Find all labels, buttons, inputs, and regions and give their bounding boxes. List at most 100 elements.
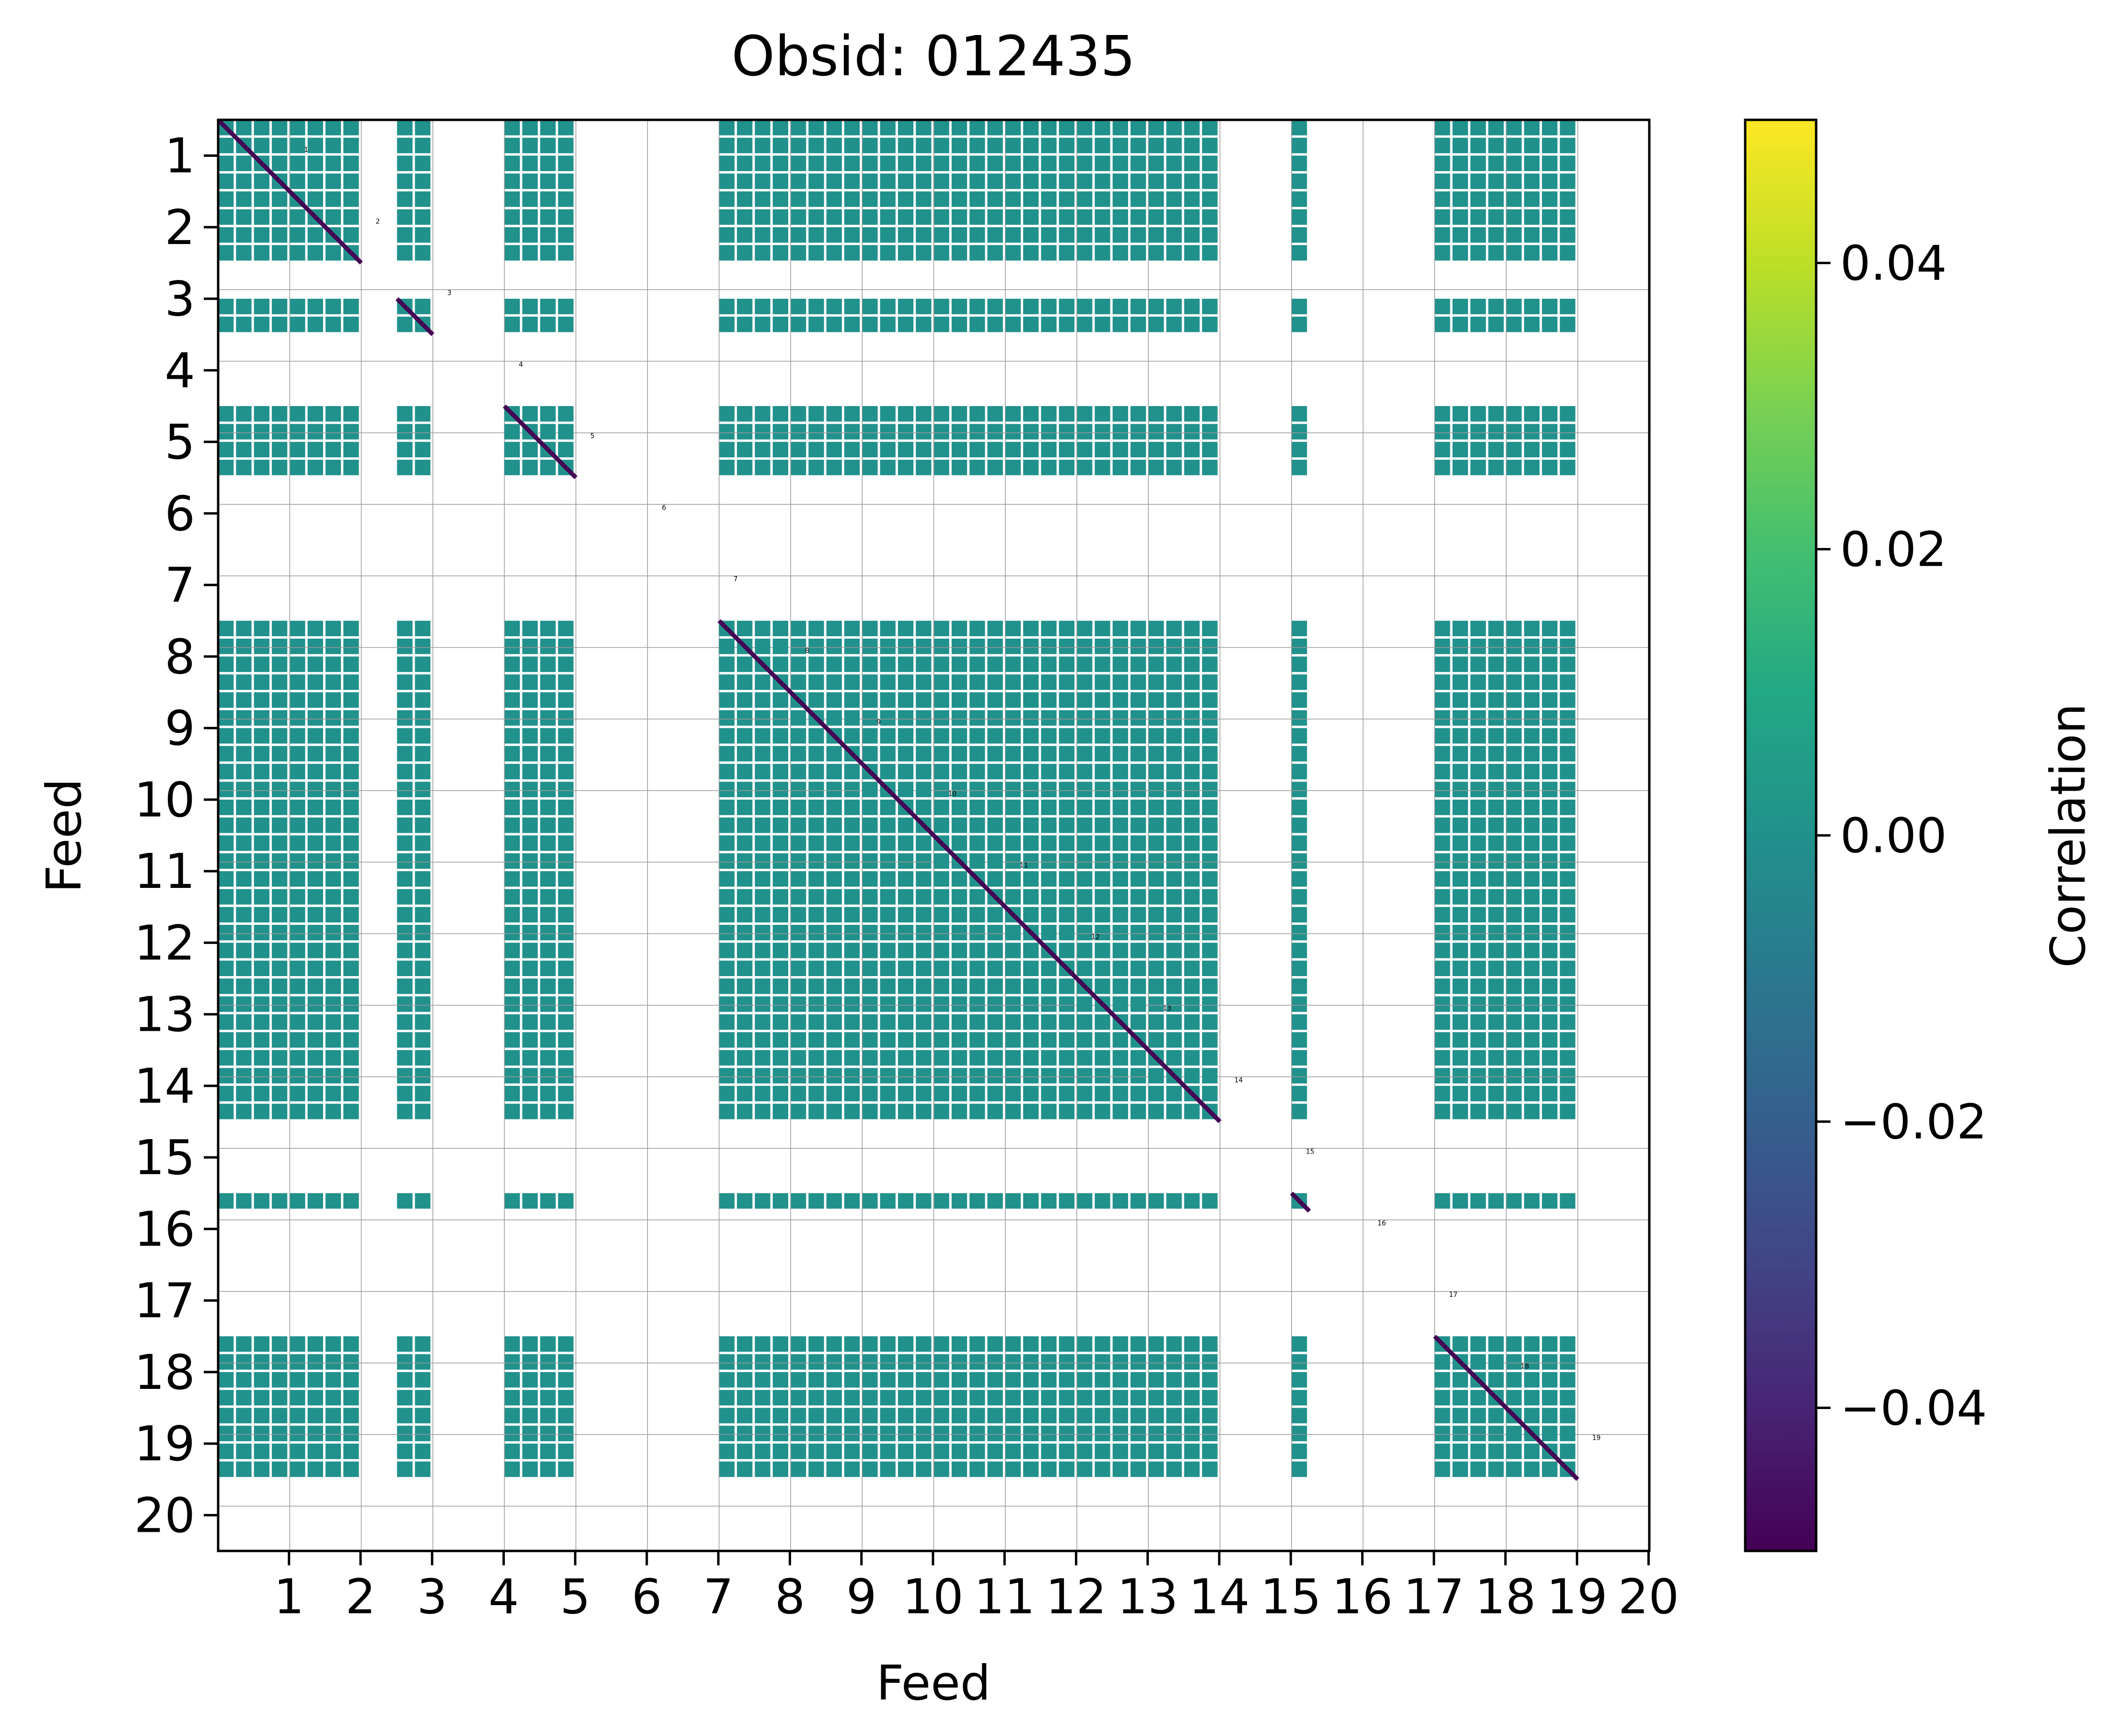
heatmap-cell xyxy=(1166,227,1182,243)
heatmap-cell xyxy=(1184,1014,1200,1030)
heatmap-cell xyxy=(951,1425,968,1442)
heatmap-cell xyxy=(1130,639,1146,654)
heatmap-cell xyxy=(844,1104,860,1119)
heatmap-cell xyxy=(397,925,413,941)
colorbar-tick-label: −0.04 xyxy=(1840,1380,1987,1436)
heatmap-cell xyxy=(1435,746,1450,762)
heatmap-cell xyxy=(343,835,359,851)
heatmap-cell xyxy=(1005,674,1021,690)
heatmap-cell xyxy=(719,1444,735,1459)
diagonal-block xyxy=(236,155,252,171)
diagonal-block xyxy=(1077,1014,1093,1030)
heatmap-cell xyxy=(898,925,914,941)
heatmap-cell xyxy=(916,889,932,905)
heatmap-cell xyxy=(862,996,878,1012)
heatmap-cell xyxy=(1452,191,1468,207)
heatmap-cell xyxy=(791,173,806,189)
heatmap-cell xyxy=(719,871,735,887)
heatmap-cell xyxy=(969,1014,985,1030)
heatmap-cell xyxy=(933,1461,949,1477)
diagonal-block xyxy=(1112,979,1128,994)
heatmap-cell xyxy=(1041,245,1057,261)
heatmap-cell xyxy=(969,1461,985,1477)
heatmap-cell xyxy=(755,1193,770,1209)
heatmap-cell xyxy=(343,674,359,690)
heatmap-cell xyxy=(755,1014,770,1030)
heatmap-cell xyxy=(1506,191,1522,207)
heatmap-cell xyxy=(1077,155,1093,171)
heatmap-cell xyxy=(1435,155,1450,171)
heatmap-cell xyxy=(772,1336,788,1352)
heatmap-cell xyxy=(1023,639,1039,654)
heatmap-cell xyxy=(254,1444,269,1459)
heatmap-cell xyxy=(1452,764,1468,780)
heatmap-cell xyxy=(1077,1461,1093,1477)
heatmap-cell xyxy=(1059,889,1074,905)
heatmap-cell xyxy=(397,1354,413,1370)
heatmap-cell xyxy=(1077,1068,1093,1084)
heatmap-cell xyxy=(1488,1193,1504,1209)
heatmap-cell xyxy=(1005,138,1021,153)
heatmap-cell xyxy=(1542,728,1558,744)
heatmap-cell xyxy=(791,960,806,976)
heatmap-cell xyxy=(1470,191,1486,207)
diagonal-block xyxy=(218,155,234,171)
heatmap-cell xyxy=(504,674,520,690)
heatmap-cell xyxy=(1077,1104,1093,1119)
heatmap-cell xyxy=(1291,227,1307,243)
heatmap-cell xyxy=(1059,817,1074,833)
heatmap-cell xyxy=(772,817,788,833)
heatmap-cell xyxy=(951,728,968,744)
heatmap-cell xyxy=(933,1390,949,1406)
heatmap-cell xyxy=(1005,191,1021,207)
feed-annotation: 10 xyxy=(948,790,957,798)
heatmap-cell xyxy=(1148,996,1164,1012)
heatmap-cell xyxy=(826,835,842,851)
heatmap-cell xyxy=(1059,728,1074,744)
heatmap-cell xyxy=(1524,979,1540,994)
heatmap-cell xyxy=(916,138,932,153)
diagonal-block xyxy=(1470,1336,1486,1352)
heatmap-cell xyxy=(1148,1354,1164,1370)
heatmap-cell xyxy=(791,674,806,690)
feed-annotation: 19 xyxy=(1592,1434,1601,1442)
heatmap-cell xyxy=(1184,1193,1200,1209)
heatmap-cell xyxy=(933,781,949,797)
heatmap-cell xyxy=(791,459,806,476)
heatmap-cell xyxy=(862,138,878,153)
heatmap-cell xyxy=(290,1444,305,1459)
diagonal-block xyxy=(987,835,1003,851)
heatmap-cell xyxy=(397,835,413,851)
heatmap-cell xyxy=(1112,1372,1128,1388)
heatmap-cell xyxy=(791,1461,806,1477)
heatmap-cell xyxy=(415,620,431,637)
heatmap-cell xyxy=(987,764,1003,780)
heatmap-cell xyxy=(558,656,574,672)
heatmap-cell xyxy=(254,1032,269,1048)
heatmap-cell xyxy=(271,871,288,887)
heatmap-cell xyxy=(1166,1032,1182,1048)
heatmap-cell xyxy=(719,889,735,905)
heatmap-cell xyxy=(898,1408,914,1423)
heatmap-cell xyxy=(951,155,968,171)
heatmap-cell xyxy=(1166,442,1182,457)
heatmap-cell xyxy=(343,1336,359,1352)
heatmap-cell xyxy=(772,853,788,869)
heatmap-cell xyxy=(1435,299,1450,315)
heatmap-cell xyxy=(1130,1354,1146,1370)
heatmap-cell xyxy=(1435,907,1450,923)
diagonal-block xyxy=(1148,1104,1164,1119)
heatmap-cell xyxy=(880,871,896,887)
heatmap-cell xyxy=(737,1408,753,1423)
heatmap-cell xyxy=(1148,191,1164,207)
heatmap-cell xyxy=(1059,835,1074,851)
heatmap-cell xyxy=(254,1050,269,1066)
heatmap-cell xyxy=(1488,316,1504,332)
heatmap-cell xyxy=(415,1014,431,1030)
heatmap-cell xyxy=(1005,764,1021,780)
heatmap-cell xyxy=(933,639,949,654)
heatmap-cell xyxy=(1095,245,1110,261)
heatmap-cell xyxy=(1452,1444,1468,1459)
heatmap-cell xyxy=(951,656,968,672)
heatmap-cell xyxy=(415,245,431,261)
